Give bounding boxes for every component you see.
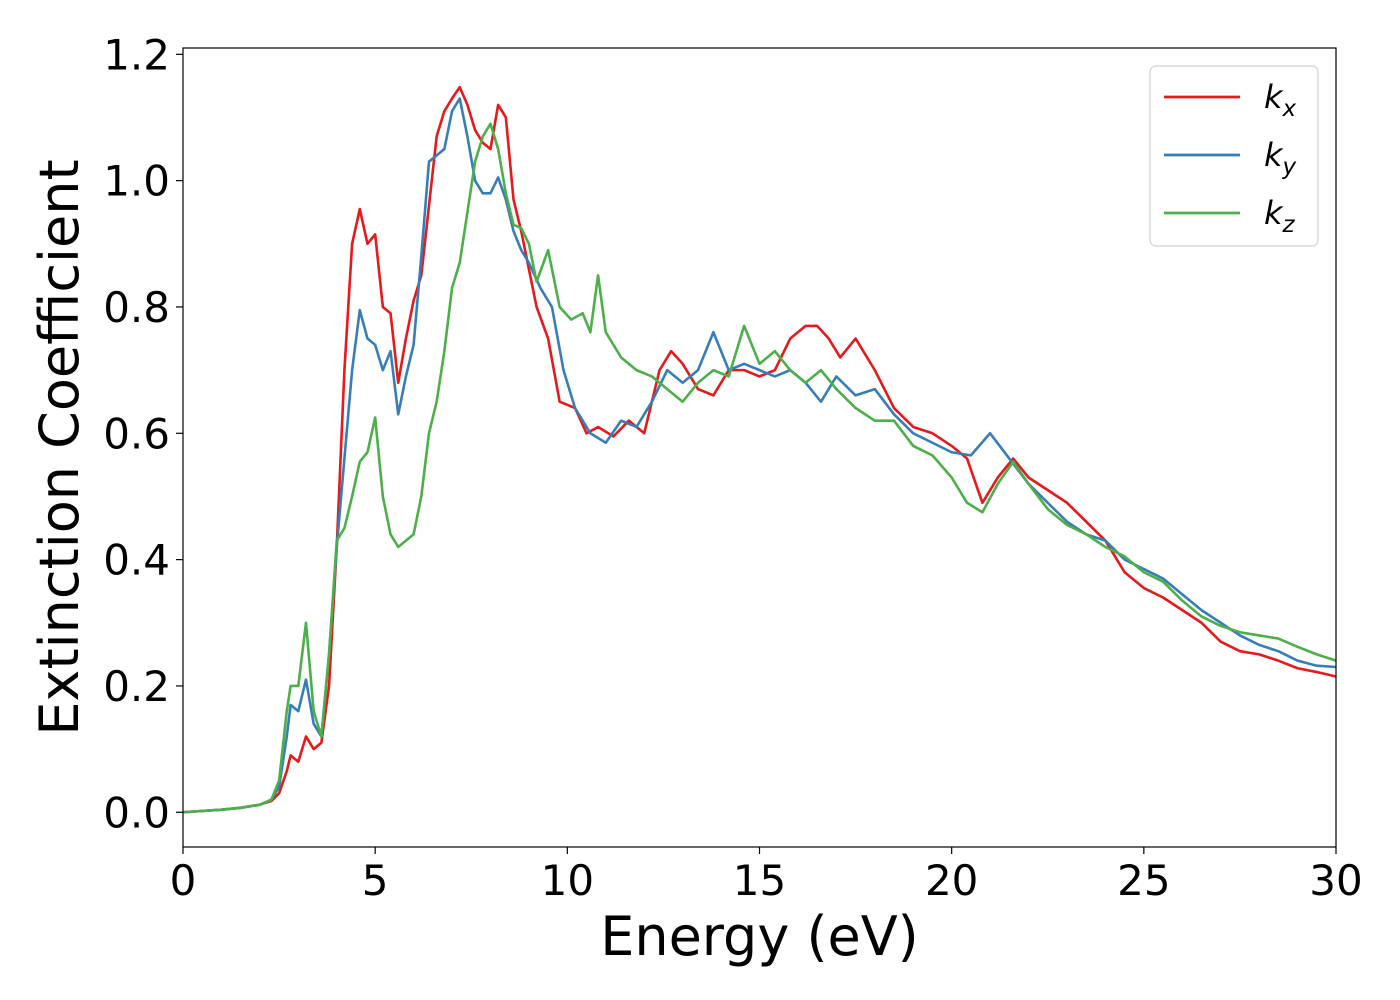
x-tick-label: 30 [1309, 856, 1362, 905]
series-line-kz [182, 122, 1337, 814]
y-axis-label: Extinction Coefficient [28, 159, 91, 735]
x-tick-label: 0 [170, 856, 197, 905]
x-tick-label: 5 [362, 856, 389, 905]
y-tick-label: 0.6 [103, 409, 170, 458]
x-tick-label: 25 [1117, 856, 1170, 905]
legend-label-subscript: y [1282, 154, 1297, 180]
y-tick-label: 1.0 [103, 157, 170, 206]
legend-label-subscript: z [1282, 212, 1296, 238]
x-axis-ticks: 0 5 10 15 20 25 30 [170, 847, 1363, 905]
y-tick-label: 0.8 [103, 283, 170, 332]
x-tick-label: 15 [733, 856, 786, 905]
x-axis-label: Energy (eV) [600, 905, 919, 968]
y-tick-label: 1.2 [103, 30, 170, 79]
x-tick-label: 20 [925, 856, 978, 905]
legend-label-subscript: x [1282, 96, 1297, 122]
y-tick-label: 0.4 [103, 536, 170, 585]
y-tick-label: 0.0 [103, 788, 170, 837]
plot-lines [182, 85, 1337, 814]
x-tick-label: 10 [541, 856, 594, 905]
series-line-kx [182, 85, 1337, 814]
series-line-ky [182, 97, 1337, 814]
y-tick-label: 0.2 [103, 662, 170, 711]
y-axis-ticks: 0.0 0.2 0.4 0.6 0.8 1.0 1.2 [103, 30, 183, 837]
